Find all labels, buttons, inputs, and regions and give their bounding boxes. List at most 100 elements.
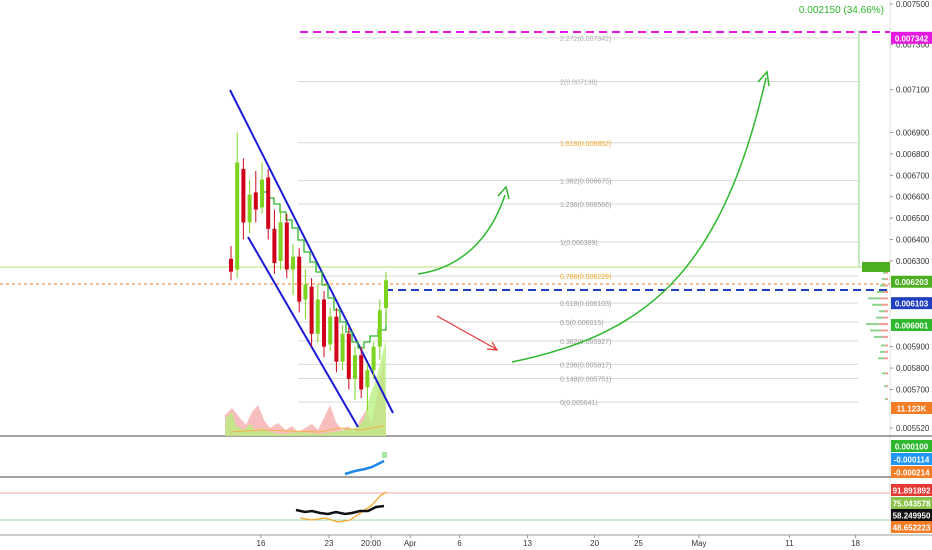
- volume-tag: 11.123K: [897, 405, 927, 414]
- price-tag: 0.006001: [895, 321, 929, 330]
- oscillator-tag: 75.043578: [893, 500, 931, 509]
- volume-profile-bar: [880, 350, 885, 353]
- bullish-arrow-small[interactable]: [417, 185, 510, 275]
- indicator-tag: -0.000214: [893, 469, 930, 478]
- volume-tag-bg: [891, 402, 932, 414]
- candle-body: [229, 258, 233, 272]
- price-axis[interactable]: 0.007500 0.007300 0.007100 0.006900 0.006800…: [890, 0, 930, 433]
- indicator-tag-bg: [891, 466, 932, 478]
- volume-profile-bar: [886, 398, 888, 401]
- volume-profile-bar: [885, 344, 888, 347]
- time-axis[interactable]: 16 23 20:00 Apr 6 13 20 25 May 11 18: [257, 535, 861, 548]
- fib-level-label: 1.236(0.006566): [560, 202, 611, 209]
- price-tick-label: 0.006500: [896, 214, 930, 223]
- candle-body: [253, 192, 258, 210]
- candle-body: [359, 355, 364, 390]
- volume-profile-bar: [882, 372, 886, 375]
- oscillator-tag: 48.652223: [893, 524, 931, 533]
- volume-profile-bar: [866, 323, 880, 326]
- price-tick-label: 0.006800: [896, 150, 930, 159]
- volume-profile-bar: [883, 290, 888, 293]
- oscillator-tag-bg: [891, 484, 932, 496]
- price-tick-label: 0.006400: [896, 236, 930, 245]
- fib-level-label: 0.148(0.005751): [560, 377, 611, 384]
- oscillator-tag-bg: [891, 509, 932, 521]
- volume-profile-bar: [886, 271, 888, 274]
- volume-profile-bar: [879, 310, 885, 313]
- candle-body: [346, 333, 351, 379]
- oscillator-tag: 91.891892: [893, 487, 931, 496]
- price-tick-label: 0.006900: [896, 128, 930, 137]
- time-tick-label: May: [691, 539, 706, 548]
- time-tick-label: 25: [634, 539, 643, 548]
- candle-body: [328, 316, 333, 345]
- volume-profile-bar: [877, 290, 884, 293]
- price-tags: 0.007342 0.006203 0.006103 0.006001 11.123K 0…: [862, 31, 932, 533]
- bearish-arrow[interactable]: [436, 315, 499, 351]
- volume-profile-bar: [880, 329, 888, 332]
- price-tick-label: 0.005800: [896, 364, 930, 373]
- price-tag-bg: [891, 297, 932, 310]
- price-tick-label: 0.005700: [896, 385, 930, 394]
- price-tick-label: 0.007500: [896, 0, 930, 9]
- volume-profile-bar: [884, 357, 888, 360]
- measure-label: 0.002150 (34.66%): [799, 5, 884, 16]
- price-tick-label: 0.006300: [896, 257, 930, 266]
- indicator-tag: 0.000100: [895, 443, 929, 452]
- candle-body: [247, 194, 252, 223]
- current-price-marker: [862, 262, 890, 272]
- candle-body: [291, 256, 295, 270]
- channel-upper-line[interactable]: [229, 89, 394, 414]
- volume-profile-bar: [883, 271, 886, 274]
- candle-body: [322, 299, 326, 347]
- candle-body: [365, 370, 370, 388]
- price-tick-label: 0.006700: [896, 171, 930, 180]
- candle-body: [315, 299, 320, 334]
- candle-body: [284, 222, 289, 270]
- volume-profile-bar: [882, 278, 886, 281]
- trailing-stop-line: [262, 191, 387, 349]
- fib-level-label: 2.272(0.007342): [560, 36, 611, 43]
- volume-profile-bar: [883, 316, 888, 319]
- volume-profile-bar: [884, 310, 888, 313]
- time-tick-label: 13: [523, 539, 532, 548]
- time-tick-label: 16: [257, 539, 266, 548]
- candle-body: [353, 355, 357, 379]
- candle-body: [241, 168, 246, 223]
- time-tick-label: Apr: [404, 539, 417, 548]
- volume-profile-bar: [878, 357, 884, 360]
- volume-profile-bar: [882, 335, 888, 338]
- bullish-arrow-large[interactable]: [511, 70, 770, 363]
- time-tick-label: 11: [785, 539, 794, 548]
- time-tick-label: 20:00: [361, 539, 382, 548]
- candle-body: [260, 179, 264, 208]
- sub-pane-2: [0, 491, 890, 523]
- candle-body: [377, 310, 382, 347]
- fib-level-label: 0.5(0.006015): [560, 320, 604, 327]
- fib-level-label: 2(0.007138): [560, 80, 598, 87]
- price-tick-label: 0.006600: [896, 193, 930, 202]
- price-tag: 0.006103: [895, 300, 929, 309]
- candles[interactable]: [229, 132, 388, 411]
- price-tag-bg: [891, 275, 932, 288]
- volume-profile-bar: [881, 344, 886, 347]
- candle-body: [371, 346, 376, 371]
- channel-lower-line[interactable]: [247, 236, 359, 428]
- volume-bars: [225, 340, 386, 436]
- sub-pane-1: [344, 452, 387, 476]
- volume-profile-bar: [885, 372, 888, 375]
- candle-body: [303, 284, 308, 300]
- indicator-tag-bg: [891, 440, 932, 452]
- fibonacci-retracement[interactable]: 2.272(0.007342) 2(0.007138) 1.618(0.006852…: [298, 36, 858, 407]
- volume-profile-bar: [880, 284, 885, 287]
- candle-body: [266, 177, 271, 229]
- volume-profile-bar: [884, 350, 888, 353]
- price-tick-label: 0.007300: [896, 41, 930, 50]
- volume-profile-bar: [874, 335, 883, 338]
- price-tick-label: 0.005520: [896, 424, 930, 433]
- candle-body: [334, 316, 339, 362]
- oscillator-tag-bg: [891, 497, 932, 509]
- indicator-tag: -0.000114: [894, 456, 930, 465]
- volume-profile-bar: [880, 297, 888, 300]
